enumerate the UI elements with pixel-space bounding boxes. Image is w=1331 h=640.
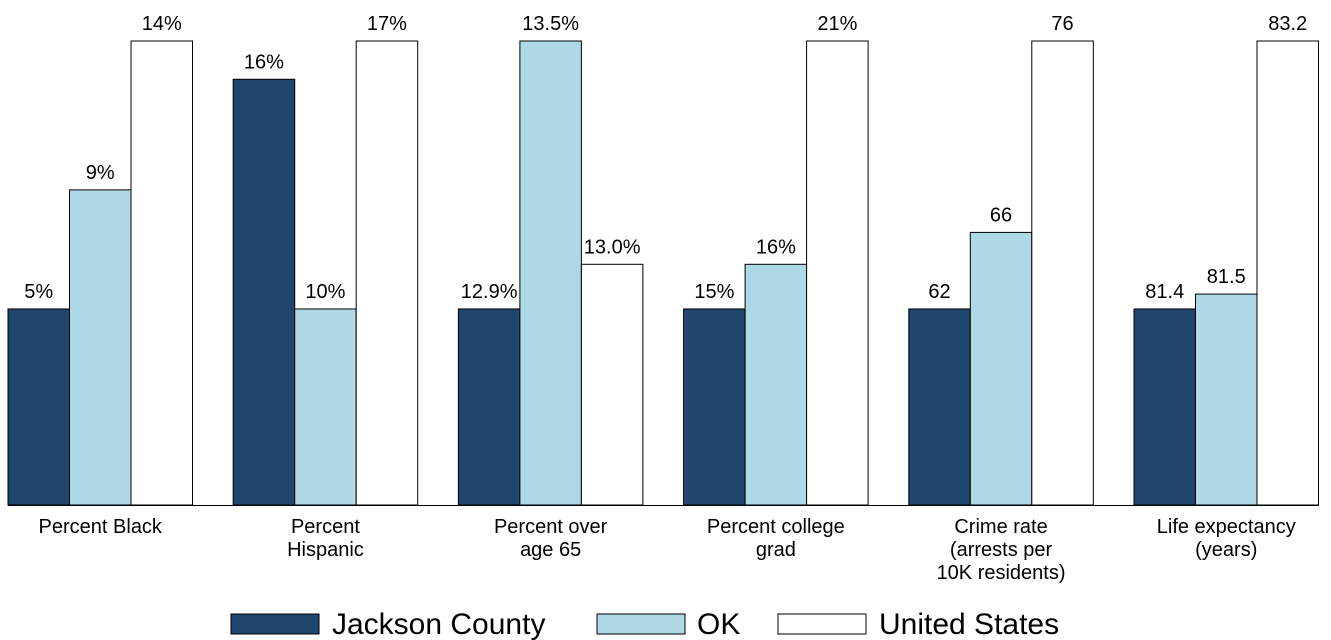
category-label-line: age 65 — [520, 539, 581, 561]
value-labels-layer: 5% 9% 14% 16% 10% 17% 12.9% 13.5% 13.0% 15% 16% 21%… — [24, 13, 1307, 303]
category-label-line: Percent — [291, 516, 360, 538]
bar-jackson-county-0 — [7, 308, 70, 506]
legend-label: United States — [879, 608, 1059, 640]
bar-ok-3 — [744, 263, 808, 506]
value-label: 16% — [756, 236, 796, 258]
value-label: 83.2 — [1268, 13, 1307, 35]
value-label: 15% — [694, 281, 734, 303]
bar-united-states-3 — [806, 40, 869, 506]
category-label-line: (years) — [1195, 539, 1257, 561]
bar-ok-0 — [69, 189, 132, 506]
category-label: Percent Black — [39, 516, 163, 538]
value-label: 66 — [990, 204, 1012, 226]
value-label: 21% — [817, 13, 857, 35]
bar-jackson-county-1 — [232, 78, 296, 506]
value-label: 5% — [24, 281, 53, 303]
legend: Jackson County OK United States — [230, 608, 1059, 640]
category-labels-layer: Percent Black Percent Hispanic Percent over… — [39, 516, 1296, 584]
category-label: Life expectancy (years) — [1157, 516, 1296, 561]
value-label: 14% — [142, 13, 182, 35]
bar-ok-4 — [969, 231, 1033, 506]
bar-ok-5 — [1195, 293, 1258, 506]
category-label-line: (arrests per — [950, 539, 1053, 561]
bar-jackson-county-5 — [1133, 308, 1196, 506]
category-label: Percent over age 65 — [494, 516, 608, 561]
bar-jackson-county-2 — [457, 308, 521, 506]
category-label: Percent Hispanic — [287, 516, 364, 561]
value-label: 16% — [244, 51, 284, 73]
bar-united-states-0 — [130, 40, 193, 506]
value-label: 17% — [367, 13, 407, 35]
value-label: 81.4 — [1145, 281, 1184, 303]
category-label-line: Life expectancy — [1157, 516, 1296, 538]
bar-ok-2 — [519, 40, 582, 506]
value-label: 13.5% — [522, 13, 579, 35]
legend-swatch-united-states — [777, 613, 867, 635]
category-label-line: Hispanic — [287, 539, 364, 561]
value-label: 81.5 — [1207, 266, 1246, 288]
category-label: Percent college grad — [707, 516, 845, 561]
category-label: Crime rate (arrests per 10K residents) — [937, 516, 1066, 584]
value-label: 9% — [86, 162, 115, 184]
value-label: 12.9% — [461, 281, 518, 303]
legend-swatch-jackson-county — [230, 613, 320, 635]
category-label-line: grad — [756, 539, 796, 561]
bar-jackson-county-4 — [908, 308, 971, 506]
bars-layer — [7, 40, 1319, 506]
value-label: 10% — [305, 281, 345, 303]
value-label: 13.0% — [584, 236, 641, 258]
legend-label: Jackson County — [332, 608, 545, 640]
category-label-line: 10K residents) — [937, 562, 1066, 584]
category-label-line: Percent college — [707, 516, 845, 538]
bar-united-states-5 — [1256, 40, 1319, 506]
category-label-line: Crime rate — [954, 516, 1047, 538]
bar-jackson-county-3 — [683, 308, 746, 506]
bar-united-states-1 — [355, 40, 419, 506]
bar-united-states-4 — [1031, 40, 1094, 506]
legend-label: OK — [697, 608, 740, 640]
bar-united-states-2 — [580, 263, 644, 506]
category-label-line: Percent over — [494, 516, 608, 538]
value-label: 76 — [1051, 13, 1073, 35]
legend-swatch-ok — [596, 613, 686, 635]
category-label-line: Percent Black — [39, 516, 163, 538]
value-label: 62 — [928, 281, 950, 303]
bar-ok-1 — [294, 308, 357, 506]
